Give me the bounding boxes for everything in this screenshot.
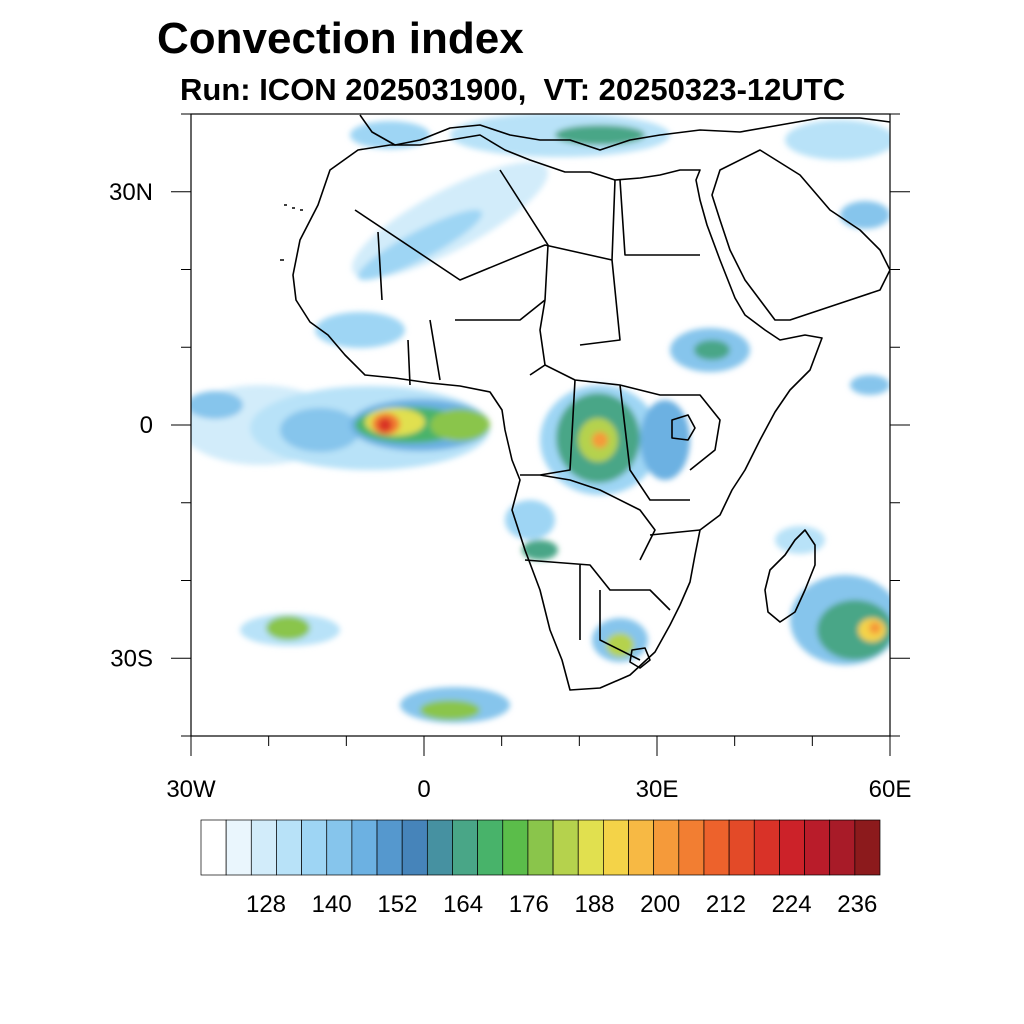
colorbar-swatch <box>678 819 705 876</box>
madagascar-coastline <box>764 529 816 623</box>
colorbar-swatch <box>351 819 378 876</box>
field-near-east <box>785 120 890 160</box>
colorbar-swatch <box>401 819 428 876</box>
field-mozambique <box>775 526 825 554</box>
field-lakes <box>640 400 690 480</box>
borders-central <box>520 364 721 561</box>
colorbar-swatch <box>426 819 453 876</box>
colorbar-tick-label: 200 <box>640 891 680 918</box>
colorbar-swatch <box>225 819 252 876</box>
field-ethiopia-core <box>694 340 730 360</box>
lat-label: 30N <box>109 179 153 206</box>
field-indian-max <box>869 622 881 634</box>
colorbar-tick-labels: 128 140 152 164 176 188 200 212 224 236 <box>246 891 877 918</box>
borders-south <box>524 529 701 661</box>
field-somali-sea <box>850 375 890 395</box>
axis-ticks <box>171 113 910 756</box>
field-south-atlantic-core <box>266 616 310 640</box>
field-angola-core <box>522 540 558 560</box>
lon-label: 30E <box>636 776 679 803</box>
arabia-coastline <box>711 149 890 321</box>
field-south-africa-core <box>606 633 634 657</box>
field-atlantic-core-1 <box>280 408 360 452</box>
colorbar-tick-label: 236 <box>837 891 877 918</box>
colorbar-tick-label: 212 <box>706 891 746 918</box>
colorbar-swatch <box>502 819 529 876</box>
colorbar-swatch <box>376 819 403 876</box>
colorbar-swatch <box>552 819 579 876</box>
colorbar-swatch <box>477 819 504 876</box>
lon-label: 30W <box>166 776 216 803</box>
lesotho <box>629 647 651 669</box>
field-guinea-green <box>430 409 490 441</box>
colorbar-swatch <box>628 819 655 876</box>
field-west-africa <box>315 312 405 348</box>
colorbar-swatch <box>577 819 604 876</box>
colorbar-swatch <box>804 819 831 876</box>
coastline-layer <box>280 114 890 691</box>
lat-label: 0 <box>140 412 153 439</box>
lon-label: 0 <box>417 776 430 803</box>
lake-victoria <box>671 414 696 441</box>
field-gulf <box>840 201 890 229</box>
colorbar-swatch <box>753 819 780 876</box>
field-atlantic-max <box>378 418 392 432</box>
colorbar-tick-label: 152 <box>377 891 417 918</box>
colorbar-swatch <box>527 819 554 876</box>
colorbar-tick-label: 188 <box>574 891 614 918</box>
field-congo-max <box>592 432 608 448</box>
colorbar-swatch <box>703 819 730 876</box>
colorbar-tick-label: 140 <box>312 891 352 918</box>
colorbar-swatch <box>779 819 805 876</box>
colorbar-swatch <box>829 819 856 876</box>
field-sahara-core <box>357 209 483 281</box>
colorbar-swatch <box>653 819 680 876</box>
colorbar-swatch <box>200 819 227 876</box>
colorbar-swatch <box>276 819 302 876</box>
latitude-axis-labels: 30N 0 30S <box>109 179 153 673</box>
borders-north <box>354 169 700 386</box>
colorbar-swatch <box>326 819 353 876</box>
longitude-axis-labels: 30W 0 30E 60E <box>166 776 911 803</box>
lon-label: 60E <box>869 776 912 803</box>
colorbar-tick-label: 176 <box>509 891 549 918</box>
lat-label: 30S <box>110 645 153 672</box>
field-west-atlantic <box>191 391 243 419</box>
europe-coastline <box>359 114 890 151</box>
colorbar-tick-label: 128 <box>246 891 286 918</box>
colorbar-swatch <box>603 819 629 876</box>
colorbar-tick-label: 224 <box>772 891 812 918</box>
field-med-core <box>555 125 645 145</box>
colorbar-swatch <box>728 819 755 876</box>
field-south-atlantic-2-core <box>420 700 480 720</box>
chart-subtitle: Run: ICON 2025031900, VT: 20250323-12UTC <box>180 72 846 107</box>
colorbar-swatch <box>301 819 328 876</box>
colorbar-swatch <box>854 819 881 876</box>
colorbar <box>200 819 881 876</box>
chart-title: Convection index <box>157 14 524 63</box>
colorbar-swatch <box>250 819 277 876</box>
field-angola-coast <box>505 500 555 540</box>
colorbar-swatch <box>452 819 478 876</box>
canary-islands <box>280 204 303 261</box>
colorbar-tick-label: 164 <box>443 891 483 918</box>
field-indian-core <box>817 600 890 660</box>
